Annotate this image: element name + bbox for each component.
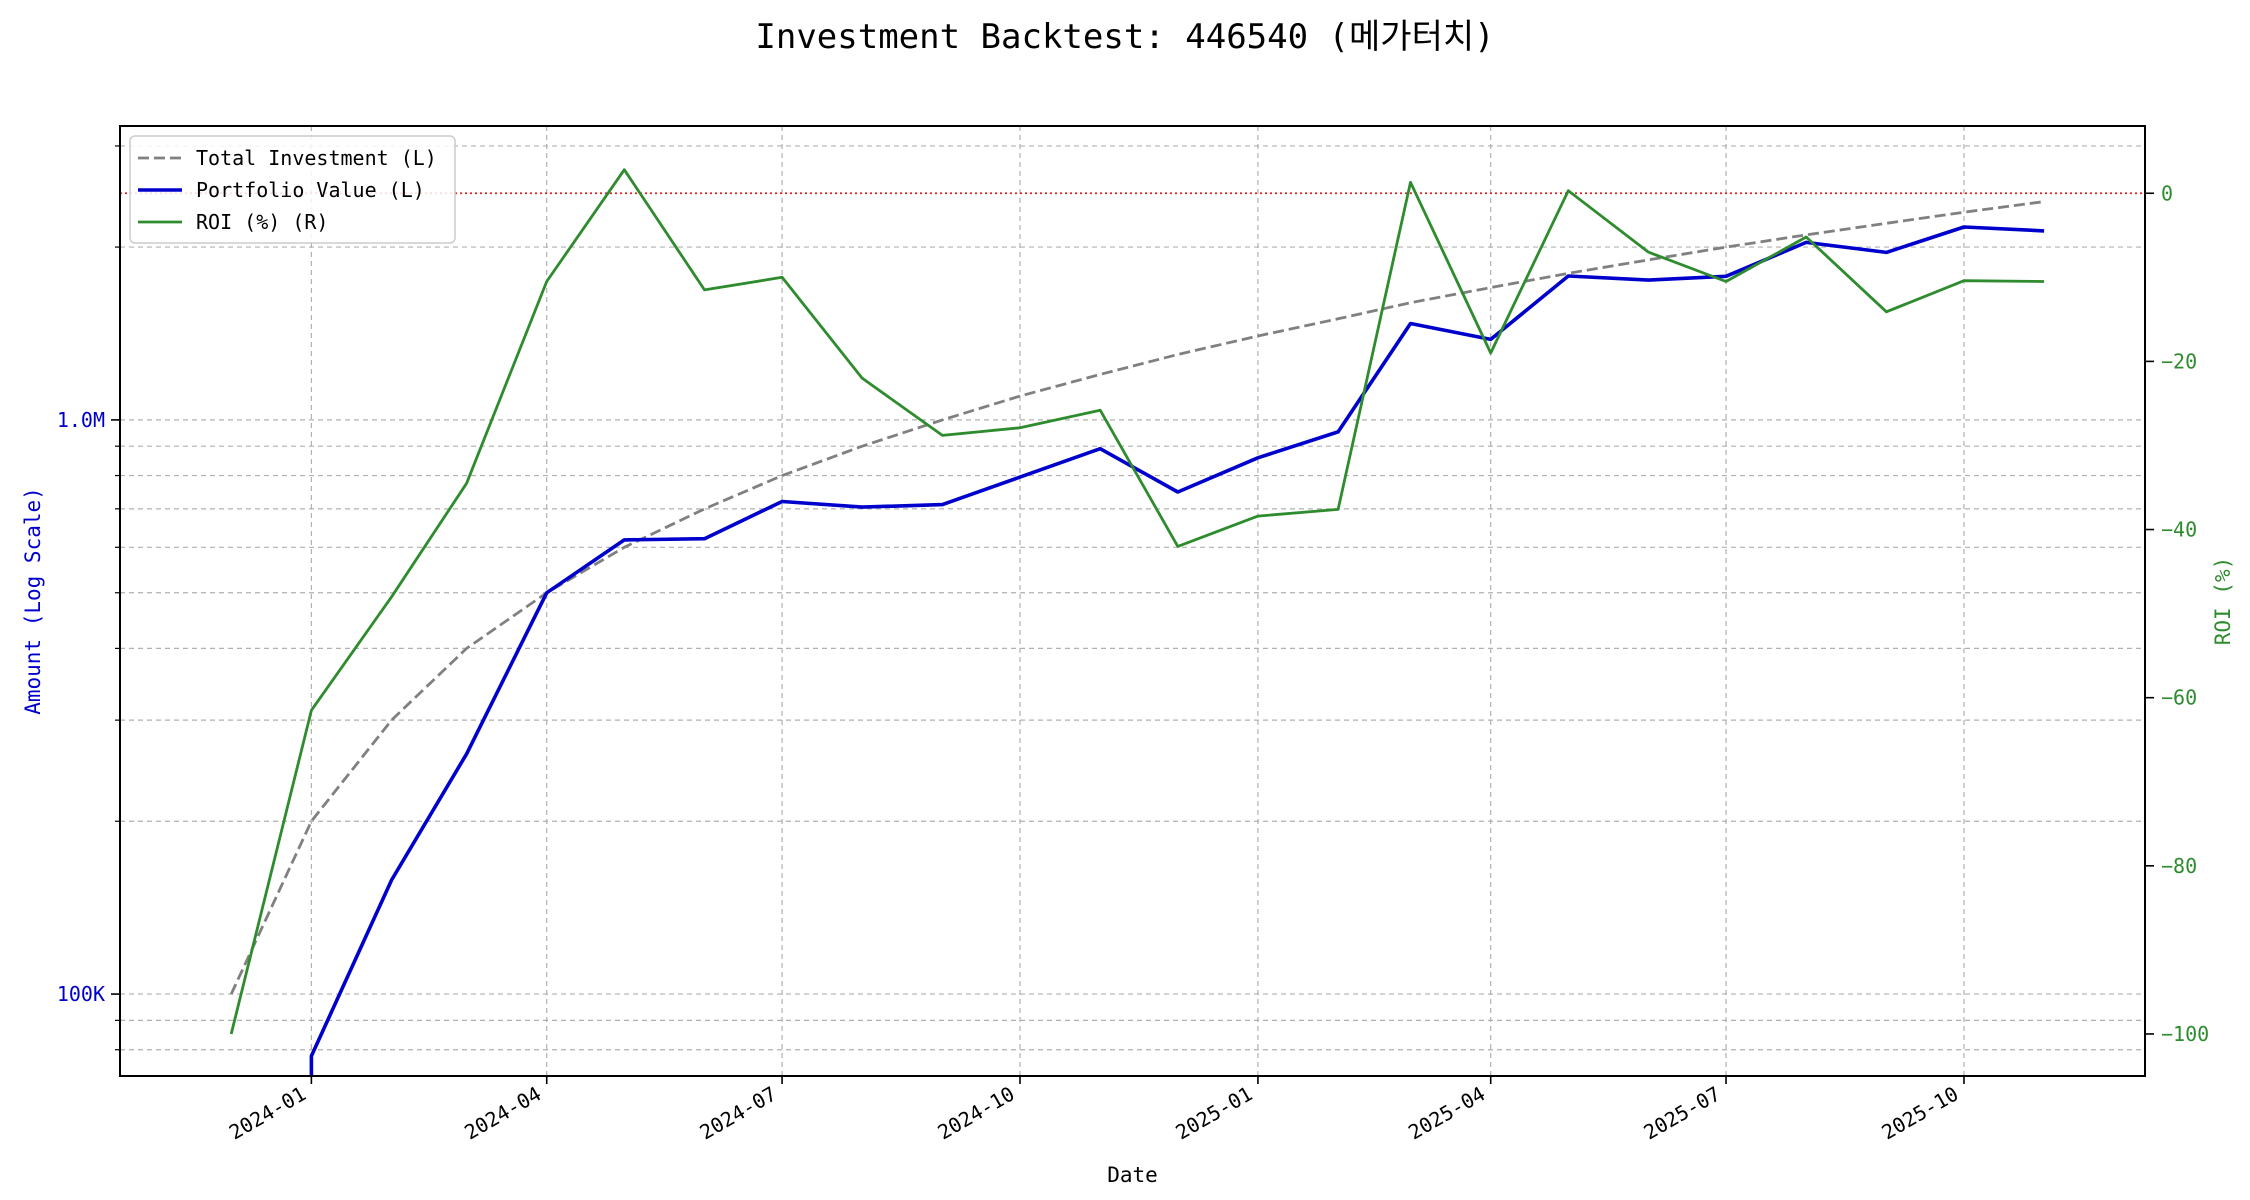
legend-label: ROI (%) (R) [196, 210, 328, 234]
right-y-axis: 0 −20 −40 −60 −80 −100 [2145, 181, 2209, 1046]
x-tick-label: 2025-07 [1640, 1082, 1725, 1145]
legend: Total Investment (L) Portfolio Value (L) R… [129, 135, 456, 244]
grid-lines [120, 126, 2145, 1076]
x-tick-label: 2024-10 [933, 1082, 1018, 1145]
chart-title: Investment Backtest: 446540 (메가터치) [755, 17, 1494, 57]
right-y-axis-label: ROI (%) [2211, 557, 2235, 646]
x-tick-label: 2024-07 [696, 1082, 781, 1145]
plot-frame [119, 125, 2146, 1077]
left-y-axis-label: Amount (Log Scale) [21, 487, 45, 715]
right-y-tick-label: −80 [2161, 854, 2197, 878]
left-y-tick-label: 1.0M [57, 408, 105, 432]
legend-box [129, 135, 456, 244]
right-y-tick-label: −40 [2161, 518, 2197, 542]
series-layer [229, 168, 2045, 1076]
right-y-tick-label: −60 [2161, 686, 2197, 710]
left-y-tick-label: 100K [57, 982, 105, 1006]
x-tick-label: 2024-04 [460, 1082, 545, 1145]
x-tick-label: 2025-04 [1404, 1082, 1489, 1145]
x-tick-label: 2024-01 [225, 1082, 310, 1145]
right-y-tick-label: −20 [2161, 349, 2197, 373]
left-y-axis: 100K 1.0M [57, 145, 120, 1051]
legend-label: Portfolio Value (L) [196, 178, 425, 202]
total-investment-l-line [229, 200, 2045, 995]
x-axis-label: Date [1107, 1163, 1158, 1187]
right-y-tick-label: −100 [2161, 1022, 2209, 1046]
x-tick-label: 2025-10 [1877, 1082, 1962, 1145]
portfolio-value-l-line [309, 225, 2045, 1076]
x-tick-label: 2025-01 [1171, 1082, 1256, 1145]
legend-label: Total Investment (L) [196, 146, 437, 170]
right-y-tick-label: 0 [2161, 181, 2173, 205]
x-axis: 2024-01 2024-04 2024-07 2024-10 2025-01 2025-… [225, 1076, 1965, 1145]
roi-r-line [229, 168, 2045, 1035]
